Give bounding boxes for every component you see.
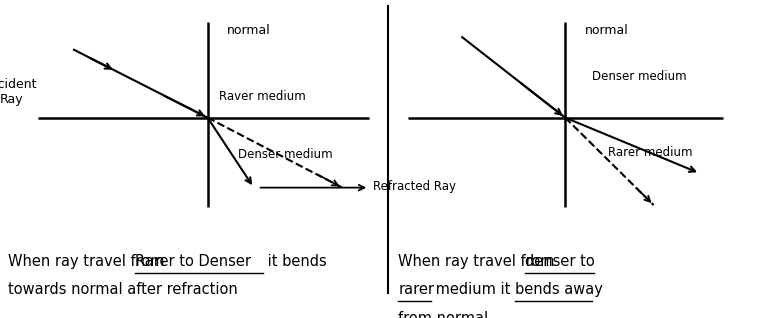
Text: Denser medium: Denser medium (592, 70, 687, 83)
Text: normal: normal (227, 24, 271, 37)
Text: Incident
Ray: Incident Ray (0, 78, 37, 106)
Text: towards normal after refraction: towards normal after refraction (8, 282, 238, 297)
Text: normal: normal (584, 24, 628, 37)
Text: denser to: denser to (525, 254, 595, 269)
Text: it bends: it bends (263, 254, 327, 269)
Text: Denser medium: Denser medium (238, 148, 333, 161)
Text: When ray travel from: When ray travel from (8, 254, 169, 269)
Text: rarer: rarer (398, 282, 434, 297)
Text: bends away: bends away (515, 282, 603, 297)
Text: from normal: from normal (398, 311, 488, 318)
Text: medium it: medium it (431, 282, 514, 297)
Text: Raver medium: Raver medium (219, 91, 306, 103)
Text: Rarer medium: Rarer medium (608, 146, 692, 159)
Text: Rarer to Denser: Rarer to Denser (135, 254, 251, 269)
Text: When ray travel from: When ray travel from (398, 254, 560, 269)
Text: Refracted Ray: Refracted Ray (373, 180, 456, 192)
